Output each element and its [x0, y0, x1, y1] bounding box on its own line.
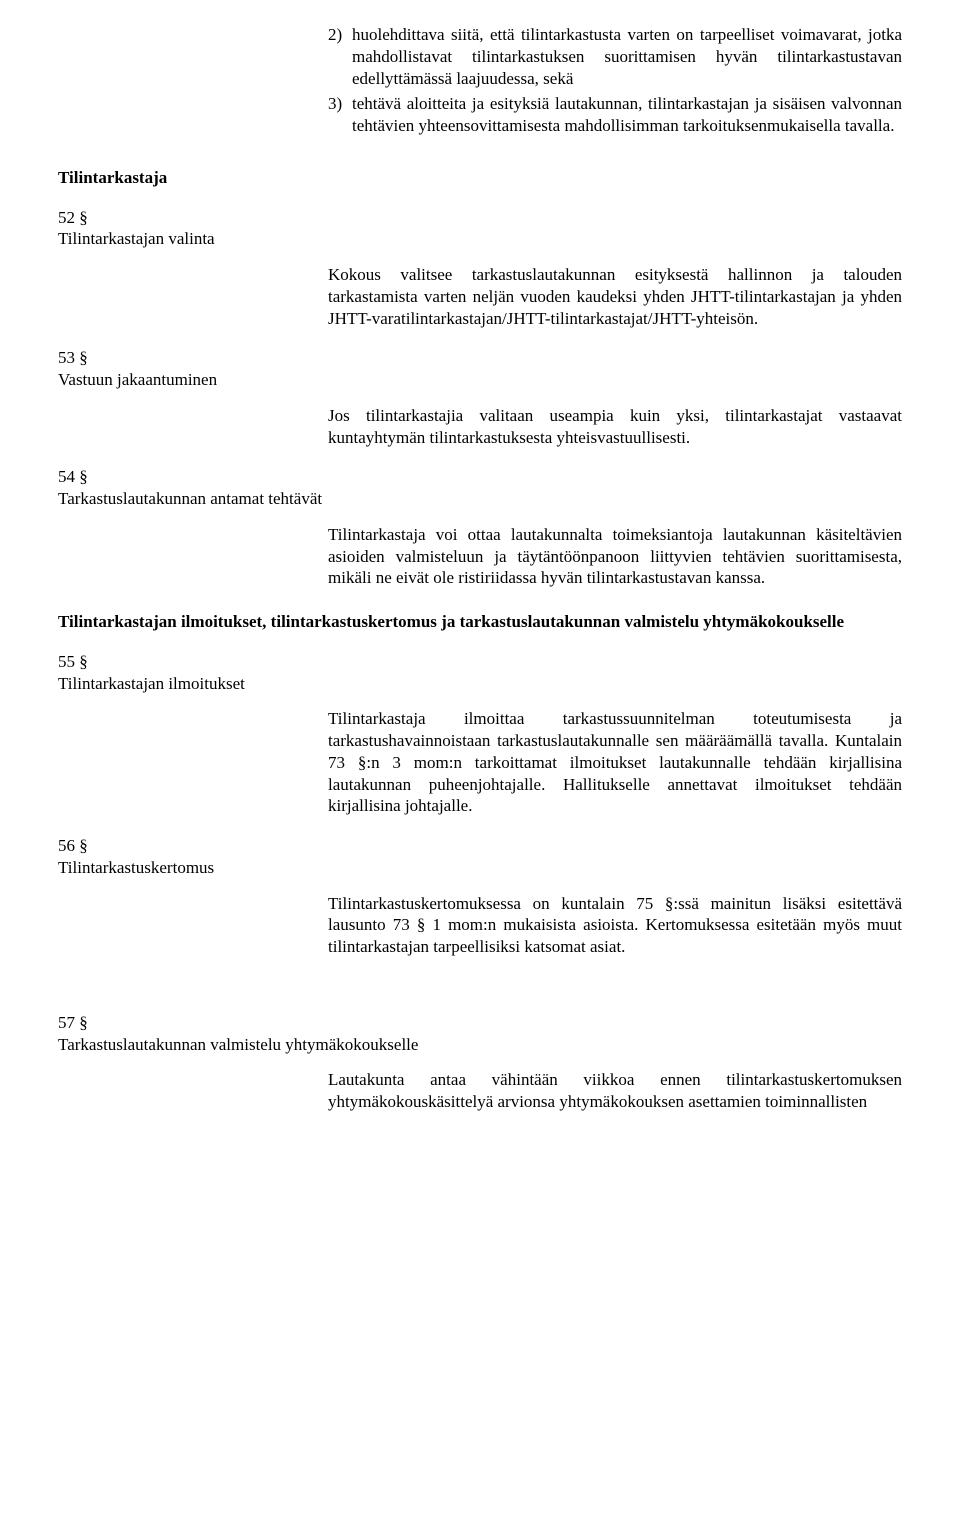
section-56-num: 56 §: [58, 835, 902, 857]
section-54-label: Tarkastuslautakunnan antamat tehtävät: [58, 488, 902, 510]
intro-item-num: 2): [328, 24, 352, 89]
section-54-num: 54 §: [58, 466, 902, 488]
spacer: [58, 970, 902, 994]
section-56-para: Tilintarkastuskertomuksessa on kuntalain…: [328, 893, 902, 958]
section-57-num: 57 §: [58, 1012, 902, 1034]
section-53-num: 53 §: [58, 347, 902, 369]
heading-tilintarkastaja: Tilintarkastaja: [58, 167, 902, 189]
intro-list-block: 2) huolehdittava siitä, että tilintarkas…: [328, 24, 902, 137]
intro-item-text: tehtävä aloitteita ja esityksiä lautakun…: [352, 93, 902, 137]
section-52-label: Tilintarkastajan valinta: [58, 228, 902, 250]
section-57-label: Tarkastuslautakunnan valmistelu yhtymäko…: [58, 1034, 902, 1056]
intro-item-text: huolehdittava siitä, että tilintarkastus…: [352, 24, 902, 89]
section-52-num: 52 §: [58, 207, 902, 229]
intro-item-2: 2) huolehdittava siitä, että tilintarkas…: [328, 24, 902, 89]
heading-ilmoitukset: Tilintarkastajan ilmoitukset, tilintarka…: [58, 611, 902, 633]
section-53-para: Jos tilintarkastajia valitaan useampia k…: [328, 405, 902, 449]
section-53-label: Vastuun jakaantuminen: [58, 369, 902, 391]
section-52-para: Kokous valitsee tarkastuslautakunnan esi…: [328, 264, 902, 329]
intro-item-3: 3) tehtävä aloitteita ja esityksiä lauta…: [328, 93, 902, 137]
section-55-para: Tilintarkastaja ilmoittaa tarkastussuunn…: [328, 708, 902, 817]
intro-item-num: 3): [328, 93, 352, 137]
section-55-num: 55 §: [58, 651, 902, 673]
section-54-para: Tilintarkastaja voi ottaa lautakunnalta …: [328, 524, 902, 589]
section-57-para: Lautakunta antaa vähintään viikkoa ennen…: [328, 1069, 902, 1113]
section-55-label: Tilintarkastajan ilmoitukset: [58, 673, 902, 695]
section-56-label: Tilintarkastuskertomus: [58, 857, 902, 879]
